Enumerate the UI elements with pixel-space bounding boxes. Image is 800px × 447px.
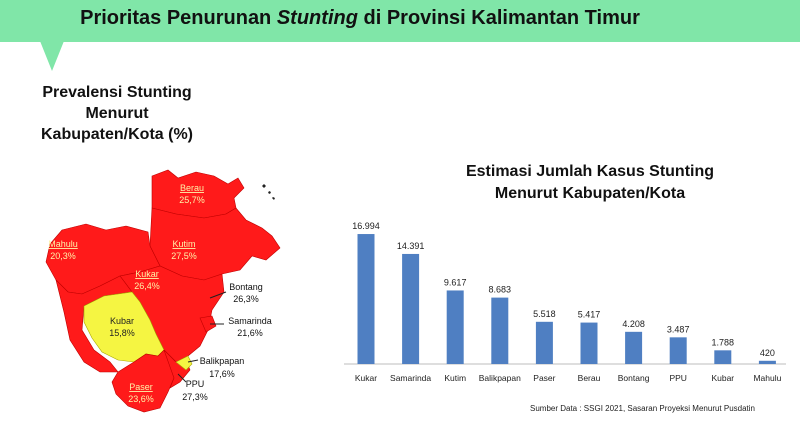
- title-part-2: di Provinsi Kalimantan Timur: [357, 7, 640, 29]
- bar-samarinda: [402, 253, 420, 364]
- data-label: 420: [760, 348, 775, 358]
- map-label-kukar-value: 26,4%: [134, 281, 160, 291]
- data-label: 16.994: [352, 221, 380, 231]
- map-islet: [268, 191, 271, 194]
- bar-kutim: [446, 290, 464, 364]
- map-islet: [272, 197, 275, 200]
- map-label-ppu-value: 27,3%: [182, 392, 208, 402]
- map-label-kubar-value: 15,8%: [109, 328, 135, 338]
- map-label-kutim-value: 27,5%: [171, 251, 197, 261]
- map-label-balikpapan-value: 17,6%: [209, 369, 235, 379]
- map-label-berau-value: 25,7%: [179, 195, 205, 205]
- map-title: Prevalensi Stunting Menurut Kabupaten/Ko…: [22, 82, 212, 145]
- map-label-balikpapan-name: Balikpapan: [200, 356, 245, 366]
- map-label-paser-name: Paser: [129, 382, 153, 392]
- x-tick-label: Mahulu: [753, 373, 781, 383]
- map-label-ppu-name: PPU: [186, 379, 205, 389]
- map-label-berau-name: Berau: [180, 183, 204, 193]
- bar-berau: [580, 322, 598, 364]
- bar-ppu: [669, 337, 687, 364]
- data-label: 14.391: [397, 241, 425, 251]
- x-tick-label: Berau: [578, 373, 601, 383]
- x-tick-label: Kukar: [355, 373, 377, 383]
- bar-kubar: [714, 350, 732, 364]
- map-label-mahulu-name: Mahulu: [48, 239, 78, 249]
- bar-balikpapan: [491, 297, 509, 364]
- map-label-samarinda-value: 21,6%: [237, 328, 263, 338]
- map-region-samarinda: [199, 315, 217, 333]
- source-note: Sumber Data : SSGI 2021, Sasaran Proyeks…: [530, 404, 756, 413]
- data-label: 5.518: [533, 309, 556, 319]
- map-title-line-3: Kabupaten/Kota (%): [41, 126, 193, 143]
- province-map: [45, 169, 281, 413]
- map-title-line-2: Menurut: [85, 105, 149, 122]
- map-label-kukar-name: Kukar: [135, 269, 159, 279]
- map-labels: Berau 25,7% Kutim 27,5% Mahulu 20,3% Kuk…: [48, 183, 272, 404]
- map-label-paser-value: 23,6%: [128, 394, 154, 404]
- bar-kukar: [357, 234, 375, 364]
- banner-pointer: [40, 41, 64, 71]
- data-label: 8.683: [489, 285, 512, 295]
- x-tick-label: Bontang: [618, 373, 650, 383]
- x-tick-label: Paser: [533, 373, 555, 383]
- map-label-bontang-value: 26,3%: [233, 294, 259, 304]
- chart-title-line-2: Menurut Kabupaten/Kota: [494, 185, 686, 202]
- x-tick-label: Balikpapan: [479, 373, 521, 383]
- chart-title-line-1: Estimasi Jumlah Kasus Stunting: [465, 163, 715, 180]
- map-label-kutim-name: Kutim: [172, 239, 195, 249]
- chart-title: Estimasi Jumlah Kasus Stunting Menurut K…: [420, 161, 760, 205]
- page-title: Prioritas Penurunan Stunting di Provinsi…: [0, 7, 720, 30]
- leader-line-balikpapan: [187, 359, 199, 363]
- map-label-bontang-name: Bontang: [229, 282, 263, 292]
- title-emphasis: Stunting: [276, 7, 358, 29]
- map-region-balikpapan: [175, 355, 193, 371]
- data-label: 9.617: [444, 277, 467, 287]
- map-region-berau: [151, 169, 245, 219]
- x-tick-label: Kutim: [444, 373, 466, 383]
- map-region-west-lowland: [55, 275, 133, 373]
- x-tick-label: PPU: [669, 373, 686, 383]
- title-part-1: Prioritas Penurunan: [80, 7, 277, 29]
- map-label-samarinda-name: Samarinda: [228, 316, 272, 326]
- map-label-kubar-name: Kubar: [110, 316, 134, 326]
- map-region-kutim: [149, 207, 281, 281]
- leader-line-bontang: [209, 291, 227, 299]
- map-title-line-1: Prevalensi Stunting: [42, 84, 192, 101]
- bar-bontang: [625, 331, 643, 364]
- data-label: 3.487: [667, 324, 690, 334]
- bar-paser: [535, 321, 553, 364]
- map-islet: [262, 184, 266, 188]
- data-label: 4.208: [622, 319, 645, 329]
- map-label-mahulu-value: 20,3%: [50, 251, 76, 261]
- leader-line-ppu: [177, 373, 187, 383]
- x-tick-label: Samarinda: [390, 373, 431, 383]
- x-tick-label: Kubar: [711, 373, 734, 383]
- bar-mahulu: [758, 360, 776, 364]
- data-label: 5.417: [578, 310, 601, 320]
- bar-chart: 16.994 Kukar 14.391 Samarinda 9.617 Kutim 8.68…: [344, 221, 786, 383]
- data-label: 1.788: [712, 337, 735, 347]
- title-banner: [0, 0, 800, 42]
